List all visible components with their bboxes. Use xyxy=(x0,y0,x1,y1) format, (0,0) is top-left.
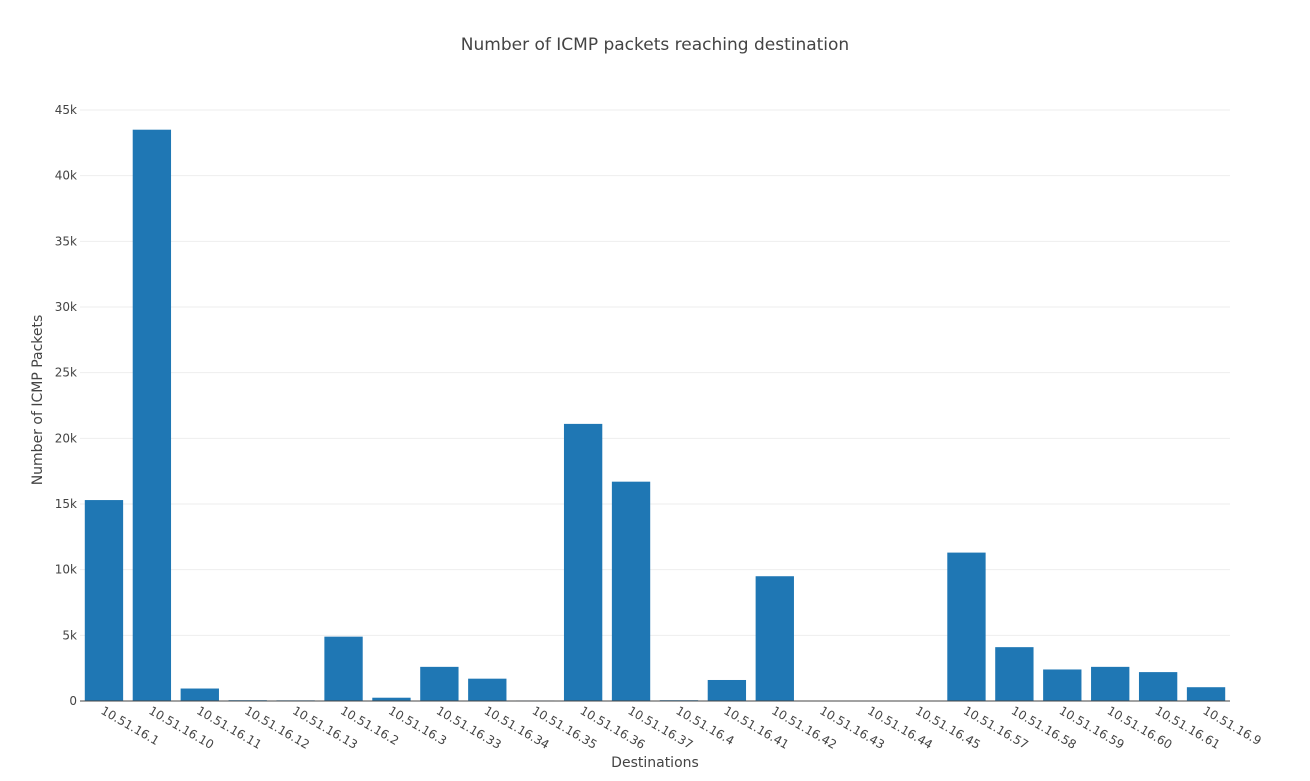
bar[interactable] xyxy=(563,423,603,701)
y-tick-label: 5k xyxy=(62,628,77,642)
bar[interactable] xyxy=(1091,666,1130,701)
bar[interactable] xyxy=(420,666,459,701)
y-tick-label: 15k xyxy=(55,497,77,511)
bar[interactable] xyxy=(372,697,411,701)
bar[interactable] xyxy=(84,500,124,701)
y-tick-label: 40k xyxy=(55,169,77,183)
bar[interactable] xyxy=(324,636,363,701)
bar[interactable] xyxy=(707,679,747,701)
bar[interactable] xyxy=(995,647,1034,701)
bars xyxy=(84,129,1226,701)
grid-lines xyxy=(80,109,1230,636)
y-tick-label: 25k xyxy=(55,366,77,380)
bar[interactable] xyxy=(468,678,507,701)
bar[interactable] xyxy=(611,481,651,701)
y-tick-label: 35k xyxy=(55,234,77,248)
y-tick-label: 30k xyxy=(55,300,77,314)
y-tick-label: 0 xyxy=(69,694,77,708)
bar[interactable] xyxy=(180,688,219,701)
bar[interactable] xyxy=(132,129,172,701)
bar[interactable] xyxy=(1138,672,1178,701)
bar[interactable] xyxy=(1186,687,1226,701)
y-axis-title: Number of ICMP Packets xyxy=(30,315,46,486)
chart-title: Number of ICMP packets reaching destinat… xyxy=(461,35,849,55)
y-tick-labels: 0 5k 10k 15k 20k 25k 30k 35k 40k 45k xyxy=(55,103,77,708)
bar[interactable] xyxy=(947,552,986,701)
y-tick-label: 10k xyxy=(55,563,77,577)
bar[interactable] xyxy=(755,576,794,701)
bar[interactable] xyxy=(1043,669,1082,701)
x-tick-labels: 10.51.16.110.51.16.1010.51.16.1110.51.16… xyxy=(98,703,1263,751)
y-tick-label: 20k xyxy=(55,431,77,445)
x-axis-title: Destinations xyxy=(611,755,699,771)
y-tick-label: 45k xyxy=(55,103,77,117)
